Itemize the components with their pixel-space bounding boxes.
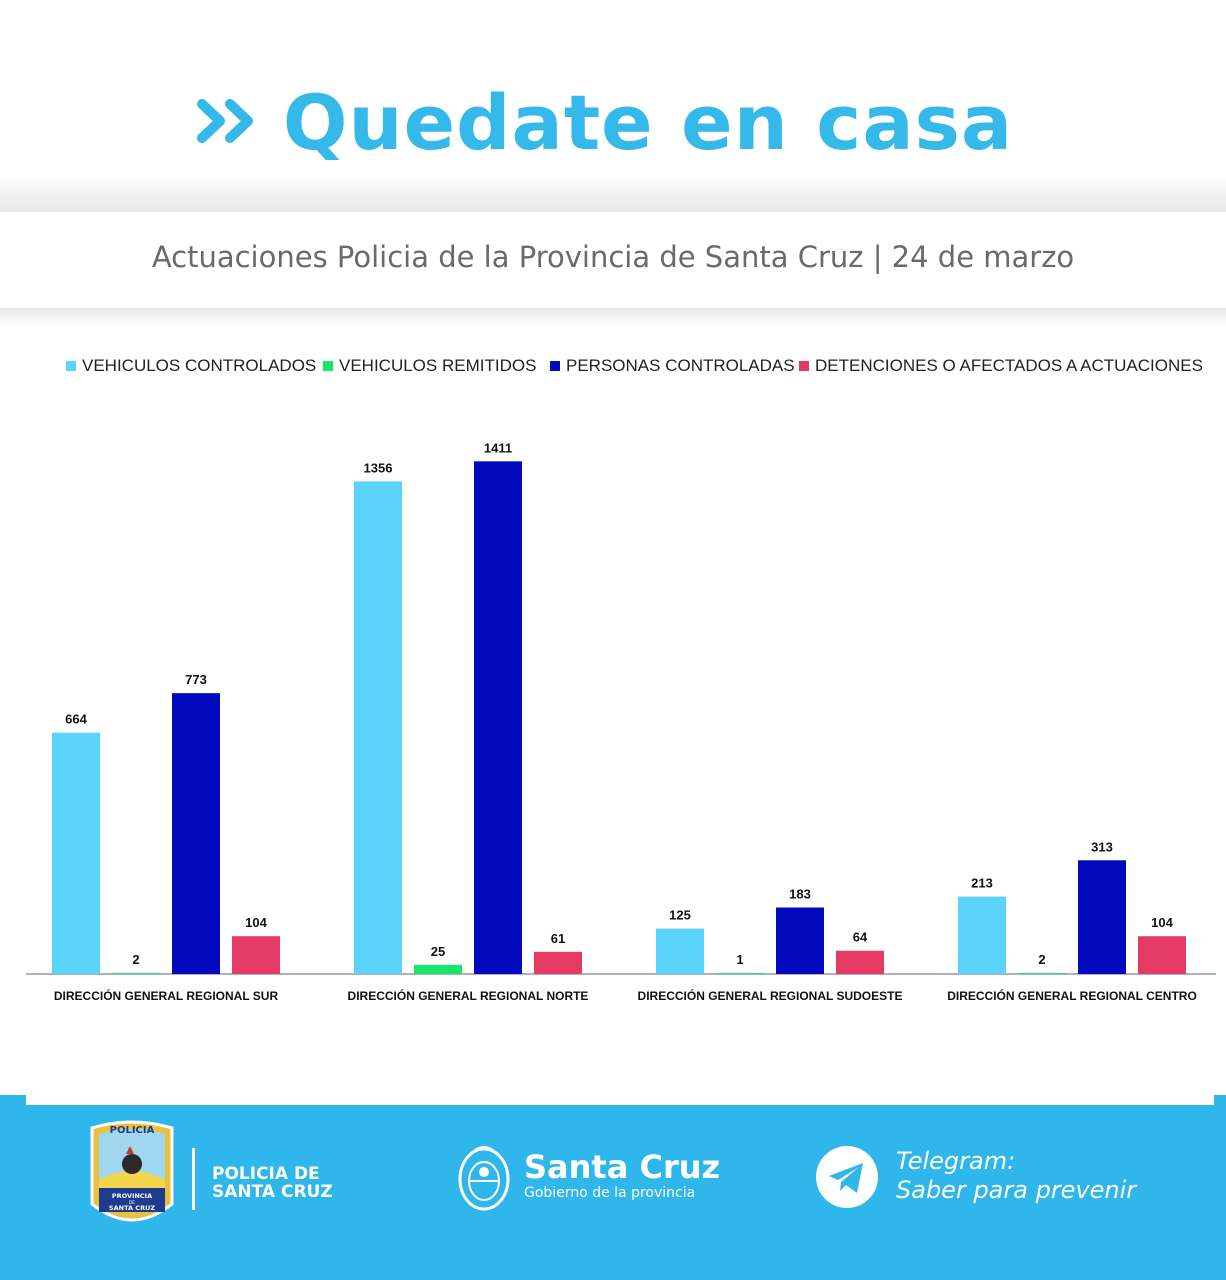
bar (534, 951, 582, 974)
header-shadow (0, 175, 1226, 213)
data-label: 64 (853, 930, 868, 945)
chart-subtitle: Actuaciones Policia de la Provincia de S… (151, 240, 1075, 274)
data-label: 1356 (364, 460, 393, 475)
data-label: 213 (971, 876, 993, 891)
data-label: 104 (245, 915, 267, 930)
legend-swatch (799, 361, 809, 371)
data-label: 125 (669, 908, 691, 923)
legend-label: VEHICULOS CONTROLADOS (82, 356, 317, 375)
legend-swatch (323, 361, 333, 371)
legend-item-vehiculos-controlados: VEHICULOS CONTROLADOS (66, 354, 316, 378)
bar (1078, 860, 1126, 974)
headline: Quedate en casa (282, 78, 1014, 167)
bar (1138, 936, 1186, 974)
policia-line1: POLICIA DE (212, 1164, 320, 1184)
legend-label: PERSONAS CONTROLADAS (566, 356, 795, 375)
data-label: 1411 (484, 440, 512, 455)
bar (52, 732, 100, 974)
legend-swatch (550, 361, 560, 371)
legend-item-vehiculos-remitidos: VEHICULOS REMITIDOS (323, 354, 536, 378)
gov-name: Santa Cruz (524, 1148, 721, 1186)
police-badge-icon: POLICIA PROVINCIA DE SANTA CRUZ (90, 1120, 174, 1222)
bar (1018, 973, 1066, 974)
bar-chart: 664 2 773 104 DIRECCIÓN GENERAL REGIONAL SUR… (26, 440, 1216, 1003)
telegram-line2: Saber para prevenir (896, 1176, 1137, 1204)
double-chevron-icon (197, 99, 253, 143)
data-label: 1 (736, 952, 743, 967)
bar (716, 973, 764, 974)
badge-middle-text: PROVINCIA (112, 1192, 152, 1200)
subtitle-bar (0, 212, 1226, 310)
category-label: DIRECCIÓN GENERAL REGIONAL SUR (54, 988, 279, 1003)
chart-legend: VEHICULOS CONTROLADOS VEHICULOS REMITIDO… (0, 354, 1226, 378)
footer-divider (192, 1148, 195, 1210)
bar (656, 928, 704, 974)
bar (958, 896, 1006, 974)
bar (776, 907, 824, 974)
bar (232, 936, 280, 974)
data-label: 313 (1091, 839, 1113, 854)
data-label: 183 (789, 887, 811, 902)
data-label: 2 (132, 952, 139, 967)
province-seal-icon (458, 1146, 510, 1211)
legend-swatch (66, 361, 76, 371)
badge-bottom-text: SANTA CRUZ (109, 1204, 155, 1212)
category-label: DIRECCIÓN GENERAL REGIONAL SUDOESTE (638, 988, 903, 1003)
category-label: DIRECCIÓN GENERAL REGIONAL NORTE (348, 988, 589, 1003)
bar (112, 973, 160, 974)
bar (172, 693, 220, 974)
footer (0, 1095, 1226, 1280)
legend-label: VEHICULOS REMITIDOS (339, 356, 537, 375)
bar (354, 481, 402, 974)
telegram-line1: Telegram: (896, 1147, 1016, 1175)
legend-item-detenciones: DETENCIONES O AFECTADOS A ACTUACIONES (799, 354, 1203, 378)
data-label: 104 (1151, 915, 1173, 930)
data-label: 2 (1038, 952, 1045, 967)
policia-line2: SANTA CRUZ (212, 1182, 333, 1202)
footer-top-edge (26, 1095, 1214, 1105)
badge-small-text: DE (129, 1200, 135, 1206)
header (0, 0, 1226, 190)
data-label: 61 (551, 931, 565, 946)
bar (474, 461, 522, 974)
bar (836, 950, 884, 974)
data-label: 773 (185, 672, 207, 687)
telegram-icon (816, 1146, 878, 1208)
badge-top-text: POLICIA (110, 1125, 155, 1136)
data-label: 664 (65, 712, 87, 727)
legend-label: DETENCIONES O AFECTADOS A ACTUACIONES (815, 356, 1203, 375)
category-label: DIRECCIÓN GENERAL REGIONAL CENTRO (947, 988, 1197, 1003)
gov-subtitle: Gobierno de la provincia (524, 1185, 696, 1201)
data-label: 25 (431, 944, 445, 959)
bar (414, 964, 462, 974)
legend-item-personas-controladas: PERSONAS CONTROLADAS (550, 354, 795, 378)
subtitle-shadow (0, 308, 1226, 326)
